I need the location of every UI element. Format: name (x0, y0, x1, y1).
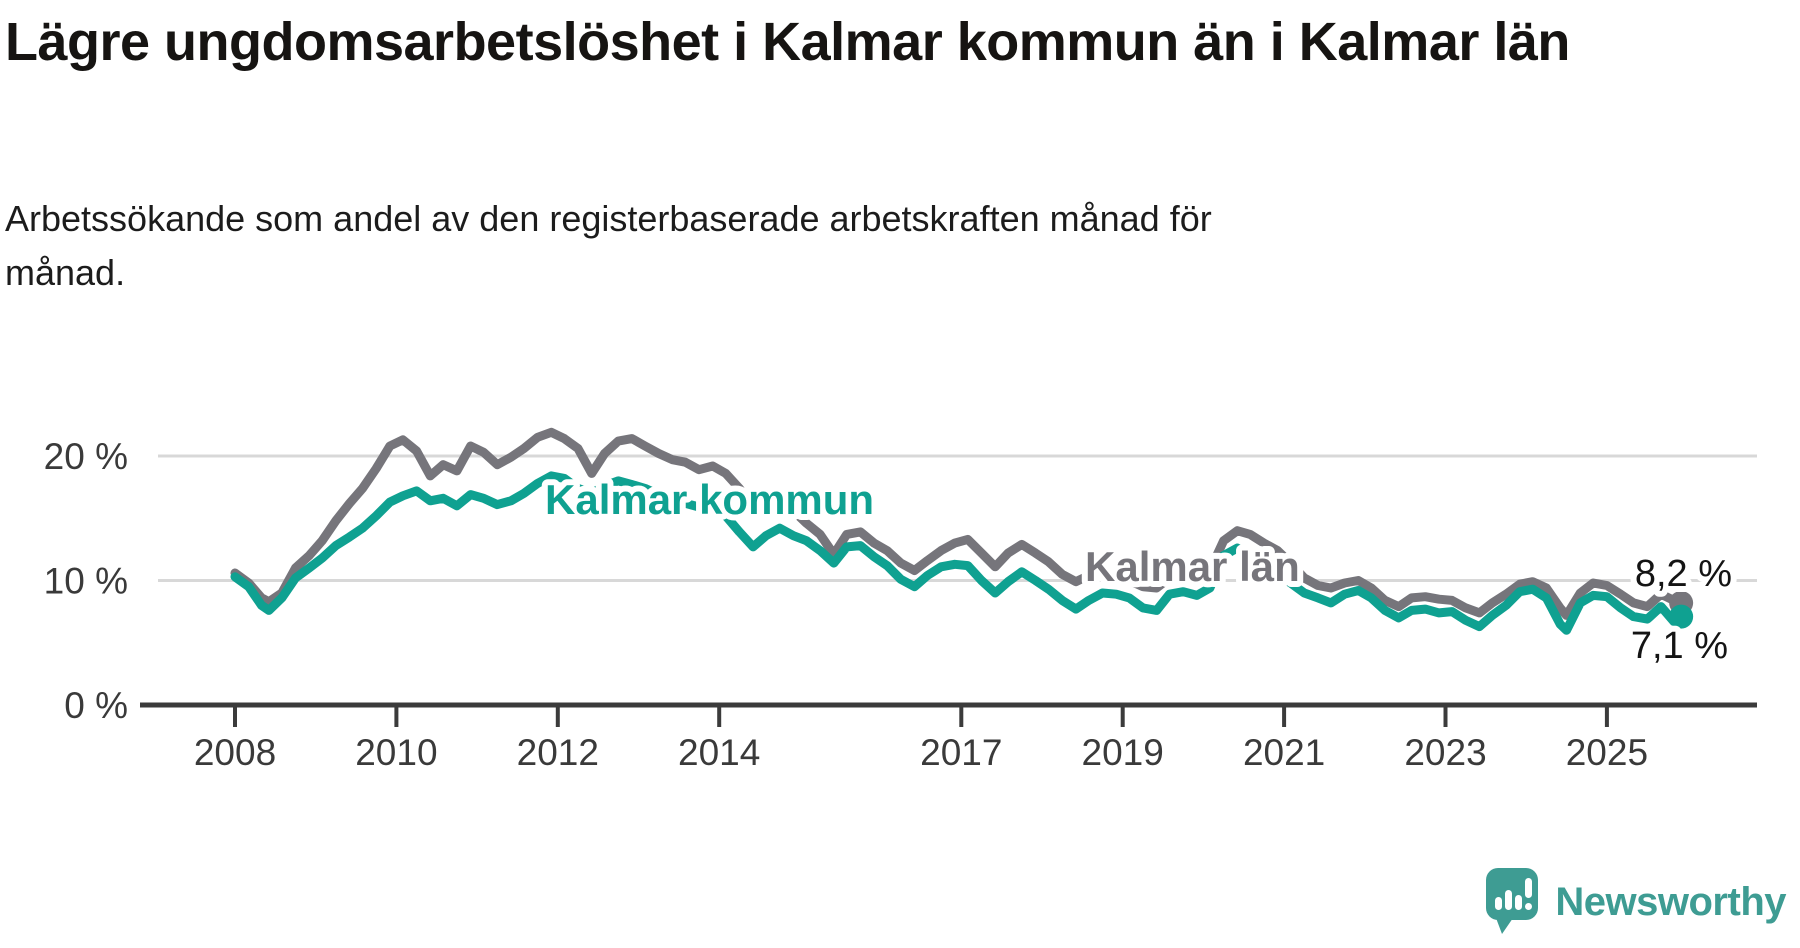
x-tick-label: 2008 (194, 732, 276, 773)
series-end-dot (1669, 604, 1694, 629)
series-line (230, 427, 1686, 620)
end-value-label: 8,2 % (1635, 553, 1732, 595)
x-tick-label: 2025 (1566, 732, 1648, 773)
y-tick-label: 10 % (44, 561, 128, 602)
x-tick-label: 2014 (678, 732, 760, 773)
x-tick-label: 2017 (920, 732, 1002, 773)
branding: Newsworthy (1483, 866, 1786, 938)
x-tick-label: 2021 (1243, 732, 1325, 773)
x-tick-label: 2010 (355, 732, 437, 773)
x-tick-label: 2023 (1404, 732, 1486, 773)
series-label: Kalmar län (1085, 543, 1300, 590)
newsworthy-logo-icon (1486, 868, 1539, 934)
chart-subtitle: Arbetssökande som andel av den registerb… (5, 198, 1212, 293)
end-value-label: 7,1 % (1631, 625, 1728, 667)
x-tick-label: 2019 (1082, 732, 1164, 773)
chart-title: Lägre ungdomsarbetslöshet i Kalmar kommu… (5, 12, 1570, 72)
brand-wordmark: Newsworthy (1555, 879, 1786, 924)
y-tick-label: 20 % (44, 436, 128, 477)
series-line (230, 471, 1686, 635)
series-label: Kalmar kommun (545, 476, 874, 523)
x-tick-label: 2012 (517, 732, 599, 773)
y-tick-label: 0 % (64, 685, 128, 726)
